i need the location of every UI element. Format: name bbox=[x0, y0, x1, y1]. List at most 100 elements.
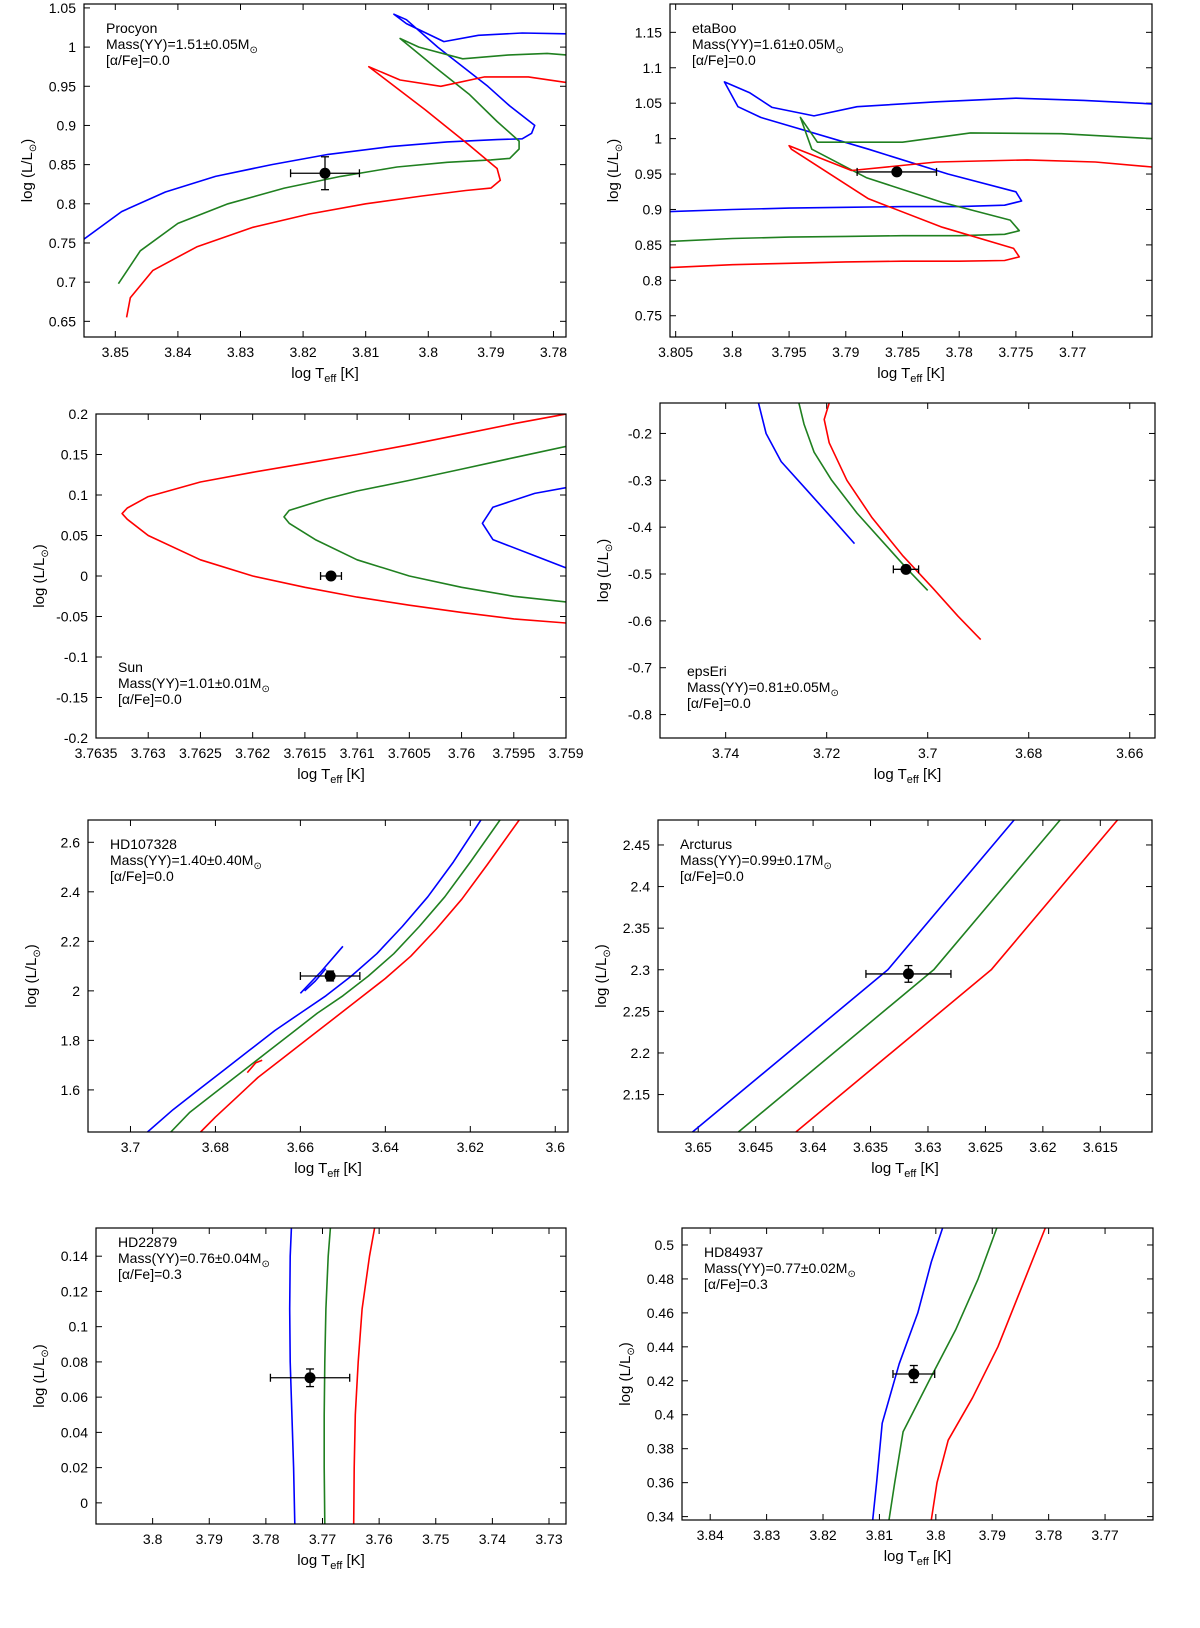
y-axis-label: log (L/L⊙) bbox=[595, 539, 615, 602]
y-tick-label: 0.46 bbox=[647, 1305, 674, 1321]
data-point bbox=[324, 970, 336, 982]
x-tick-label: 3.8 bbox=[926, 1527, 946, 1543]
y-tick-label: -0.8 bbox=[628, 707, 652, 723]
y-tick-label: 1.6 bbox=[61, 1082, 81, 1098]
y-tick-label: 0.75 bbox=[635, 308, 662, 324]
series-line-red bbox=[795, 820, 1119, 1132]
y-tick-label: 0.1 bbox=[69, 487, 89, 503]
y-tick-label: 0.06 bbox=[61, 1389, 88, 1405]
y-tick-label: 0.05 bbox=[61, 528, 88, 544]
star-name: epsEri bbox=[687, 663, 727, 679]
x-tick-label: 3.805 bbox=[658, 344, 693, 360]
y-tick-label: -0.7 bbox=[628, 660, 652, 676]
y-tick-label: 1 bbox=[654, 131, 662, 147]
data-point bbox=[900, 563, 912, 575]
series-line-green bbox=[737, 820, 1061, 1132]
x-axis-label: log Teff [K] bbox=[297, 1552, 365, 1572]
y-tick-label: -0.6 bbox=[628, 613, 652, 629]
y-tick-label: 0.7 bbox=[57, 274, 77, 290]
series-line-green bbox=[283, 445, 566, 603]
x-tick-label: 3.62 bbox=[457, 1139, 484, 1155]
x-tick-label: 3.63 bbox=[914, 1139, 941, 1155]
x-tick-label: 3.75 bbox=[422, 1531, 449, 1547]
y-tick-label: 0.42 bbox=[647, 1373, 674, 1389]
x-tick-label: 3.66 bbox=[1116, 745, 1143, 761]
star-name: HD107328 bbox=[110, 836, 177, 852]
x-tick-label: 3.84 bbox=[697, 1527, 724, 1543]
x-tick-label: 3.74 bbox=[479, 1531, 506, 1547]
series-line-blue bbox=[288, 1228, 296, 1524]
mass-label: Mass(YY)=1.40±0.40M⊙ bbox=[110, 852, 262, 872]
y-tick-label: 0.8 bbox=[57, 196, 77, 212]
mass-label: Mass(YY)=1.01±0.01M⊙ bbox=[118, 675, 270, 695]
x-tick-label: 3.65 bbox=[685, 1139, 712, 1155]
mass-label: Mass(YY)=0.99±0.17M⊙ bbox=[680, 852, 832, 872]
series-line-red bbox=[246, 1059, 263, 1074]
panel-arcturus: 3.65 3.645 3.64 3.635 3.63 3.625 3.62 3.615 2.15… bbox=[593, 819, 1153, 1180]
series-line-green bbox=[170, 820, 501, 1132]
panel-etaboo: 3.805 3.8 3.795 3.79 3.785 3.78 3.775 3.77 0.75 0… bbox=[605, 3, 1153, 385]
y-tick-label: 2.2 bbox=[631, 1045, 651, 1061]
plot-frame bbox=[95, 413, 567, 739]
x-axis-label: log Teff [K] bbox=[871, 1160, 939, 1180]
mass-label: Mass(YY)=1.61±0.05M⊙ bbox=[692, 36, 844, 56]
y-tick-label: 0.75 bbox=[49, 235, 76, 251]
y-tick-label: 2.25 bbox=[623, 1003, 650, 1019]
series-line-red bbox=[352, 1228, 376, 1524]
star-name: Procyon bbox=[106, 20, 157, 36]
y-tick-label: 0.95 bbox=[49, 78, 76, 94]
panel-hd22879: 3.8 3.79 3.78 3.77 3.76 3.75 3.74 3.73 0 0.02 0.04… bbox=[31, 1227, 567, 1572]
series-line-blue bbox=[871, 1228, 944, 1520]
plot-frame bbox=[681, 1227, 1154, 1521]
x-axis-label: log Teff [K] bbox=[297, 766, 365, 786]
alpha-fe-label: [α/Fe]=0.0 bbox=[118, 691, 182, 707]
x-tick-label: 3.7605 bbox=[388, 745, 431, 761]
x-tick-label: 3.7595 bbox=[492, 745, 535, 761]
star-name: etaBoo bbox=[692, 20, 737, 36]
y-tick-label: -0.05 bbox=[56, 609, 88, 625]
y-tick-label: 0.4 bbox=[655, 1407, 675, 1423]
y-tick-label: 0.36 bbox=[647, 1475, 674, 1491]
series-line-blue bbox=[670, 81, 1152, 213]
y-tick-label: 1.1 bbox=[643, 60, 663, 76]
x-tick-label: 3.68 bbox=[1015, 745, 1042, 761]
y-tick-label: 0.14 bbox=[61, 1248, 88, 1264]
x-tick-label: 3.64 bbox=[372, 1139, 399, 1155]
plot-frame bbox=[95, 1227, 567, 1525]
series-line-red bbox=[121, 414, 566, 624]
panel-hd84937: 3.84 3.83 3.82 3.81 3.8 3.79 3.78 3.77 0.34 0.36 0… bbox=[617, 1227, 1154, 1568]
data-point bbox=[304, 1372, 316, 1384]
series-line-blue bbox=[691, 820, 1015, 1132]
y-tick-label: 2.35 bbox=[623, 920, 650, 936]
x-tick-label: 3.625 bbox=[968, 1139, 1003, 1155]
x-tick-label: 3.7615 bbox=[283, 745, 326, 761]
x-tick-label: 3.635 bbox=[853, 1139, 888, 1155]
series-line-green bbox=[323, 1228, 332, 1524]
star-name: Arcturus bbox=[680, 836, 732, 852]
y-tick-label: 2.4 bbox=[631, 879, 651, 895]
y-tick-label: 1.8 bbox=[61, 1032, 81, 1048]
alpha-fe-label: [α/Fe]=0.0 bbox=[680, 868, 744, 884]
alpha-fe-label: [α/Fe]=0.0 bbox=[110, 868, 174, 884]
x-tick-label: 3.7 bbox=[121, 1139, 141, 1155]
x-tick-label: 3.66 bbox=[287, 1139, 314, 1155]
x-tick-label: 3.763 bbox=[131, 745, 166, 761]
alpha-fe-label: [α/Fe]=0.3 bbox=[118, 1266, 182, 1282]
x-tick-label: 3.759 bbox=[548, 745, 583, 761]
series-line-blue bbox=[481, 486, 566, 569]
x-tick-label: 3.83 bbox=[753, 1527, 780, 1543]
series-line-blue bbox=[757, 403, 856, 545]
panel-sun: 3.7635 3.763 3.7625 3.762 3.7615 3.761 3.7605 3… bbox=[31, 406, 584, 786]
x-tick-label: 3.77 bbox=[1059, 344, 1086, 360]
y-tick-label: 0 bbox=[80, 568, 88, 584]
y-axis-label: log (L/L⊙) bbox=[19, 139, 39, 202]
x-tick-label: 3.78 bbox=[1035, 1527, 1062, 1543]
x-axis-label: log Teff [K] bbox=[291, 365, 359, 385]
y-tick-label: 0.95 bbox=[635, 166, 662, 182]
series-line-green bbox=[888, 1228, 998, 1520]
mass-label: Mass(YY)=0.77±0.02M⊙ bbox=[704, 1260, 856, 1280]
star-name: Sun bbox=[118, 659, 143, 675]
series-line-red bbox=[930, 1228, 1047, 1520]
y-axis-label: log (L/L⊙) bbox=[605, 139, 625, 202]
y-tick-label: 2.15 bbox=[623, 1087, 650, 1103]
